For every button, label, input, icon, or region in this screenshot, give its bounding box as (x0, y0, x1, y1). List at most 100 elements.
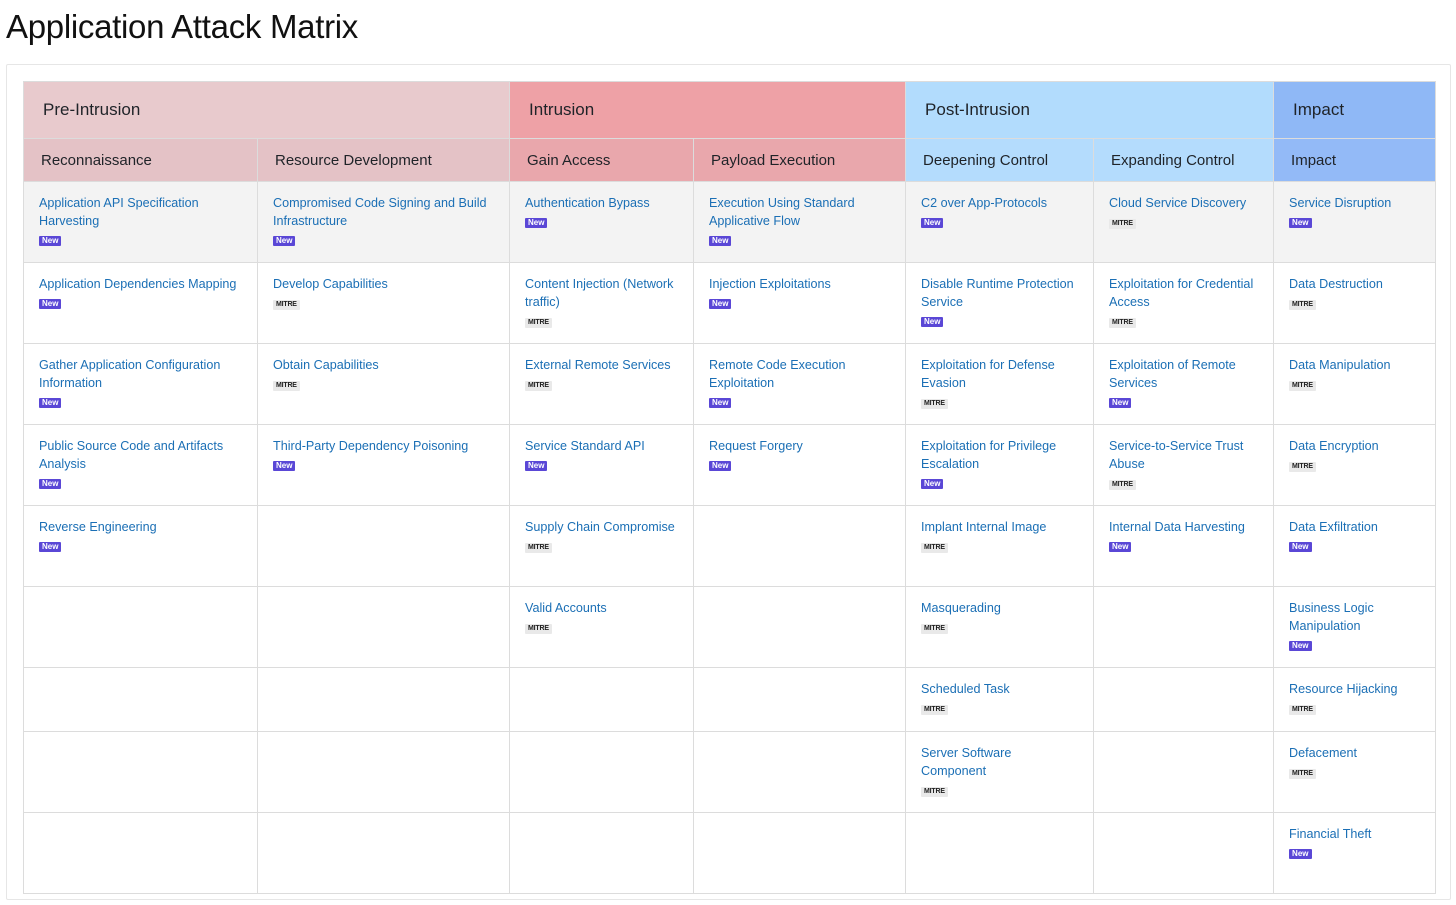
new-badge: New (1289, 849, 1312, 859)
phase-header-row: Pre-Intrusion Intrusion Post-Intrusion I… (22, 81, 1437, 139)
technique-cell (256, 505, 511, 587)
technique-cell (23, 812, 258, 894)
technique-link[interactable]: Gather Application Configuration Informa… (39, 358, 221, 390)
technique-link[interactable]: Data Manipulation (1289, 358, 1391, 372)
technique-link[interactable]: Exploitation for Privilege Escalation (921, 439, 1057, 471)
technique-cell: Compromised Code Signing and Build Infra… (256, 181, 511, 263)
technique-link[interactable]: Injection Exploitations (709, 277, 831, 291)
technique-link[interactable]: Remote Code Execution Exploitation (709, 358, 846, 390)
technique-cell: Data Destruction MITRE (1273, 262, 1437, 344)
technique-link[interactable]: Business Logic Manipulation (1289, 601, 1374, 633)
new-badge: New (273, 236, 296, 246)
mitre-badge: MITRE (921, 624, 948, 634)
technique-link[interactable]: Compromised Code Signing and Build Infra… (273, 196, 487, 228)
technique-cell: Masquerading MITRE (905, 586, 1095, 668)
new-badge: New (709, 236, 732, 246)
technique-link[interactable]: Exploitation for Credential Access (1109, 277, 1254, 309)
technique-cell: Request Forgery New (693, 424, 907, 506)
technique-link[interactable]: Data Destruction (1289, 277, 1383, 291)
new-badge: New (709, 299, 732, 309)
technique-cell (1093, 586, 1275, 668)
new-badge: New (921, 479, 944, 489)
technique-cell: Reverse Engineering New (23, 505, 258, 587)
technique-link[interactable]: Cloud Service Discovery (1109, 196, 1247, 210)
technique-link[interactable]: Data Encryption (1289, 439, 1379, 453)
technique-link[interactable]: Third-Party Dependency Poisoning (273, 439, 469, 453)
technique-cell (693, 731, 907, 813)
new-badge: New (39, 299, 62, 309)
technique-link[interactable]: Resource Hijacking (1289, 682, 1398, 696)
tactic-payload-execution: Payload Execution (693, 138, 907, 182)
technique-link[interactable]: Masquerading (921, 601, 1001, 615)
technique-link[interactable]: Obtain Capabilities (273, 358, 379, 372)
technique-cell: Develop Capabilities MITRE (256, 262, 511, 344)
technique-cell: Injection Exploitations New (693, 262, 907, 344)
technique-link[interactable]: Service Disruption (1289, 196, 1392, 210)
table-row: Public Source Code and Artifacts Analysi… (23, 424, 1437, 506)
tactic-deepening-control: Deepening Control (905, 138, 1095, 182)
technique-cell: Business Logic Manipulation New (1273, 586, 1437, 668)
mitre-badge: MITRE (1289, 300, 1316, 310)
technique-link[interactable]: External Remote Services (525, 358, 671, 372)
technique-cell: Content Injection (Network traffic) MITRE (509, 262, 695, 344)
mitre-badge: MITRE (1109, 480, 1136, 490)
technique-link[interactable]: Server Software Component (921, 746, 1012, 778)
technique-link[interactable]: Implant Internal Image (921, 520, 1047, 534)
tactic-expanding-control: Expanding Control (1093, 138, 1275, 182)
technique-link[interactable]: Exploitation of Remote Services (1109, 358, 1236, 390)
technique-cell (23, 667, 258, 732)
technique-cell: Data Manipulation MITRE (1273, 343, 1437, 425)
mitre-badge: MITRE (525, 624, 552, 634)
mitre-badge: MITRE (273, 300, 300, 310)
new-badge: New (1289, 542, 1312, 552)
phase-impact: Impact (1273, 81, 1437, 139)
technique-link[interactable]: Content Injection (Network traffic) (525, 277, 674, 309)
mitre-badge: MITRE (921, 705, 948, 715)
technique-link[interactable]: Execution Using Standard Applicative Flo… (709, 196, 855, 228)
technique-link[interactable]: Public Source Code and Artifacts Analysi… (39, 439, 224, 471)
new-badge: New (921, 218, 944, 228)
technique-link[interactable]: Internal Data Harvesting (1109, 520, 1245, 534)
mitre-badge: MITRE (921, 399, 948, 409)
technique-link[interactable]: Reverse Engineering (39, 520, 157, 534)
technique-link[interactable]: Disable Runtime Protection Service (921, 277, 1074, 309)
table-row: Server Software Component MITRE Defacement… (23, 731, 1437, 813)
technique-cell: Exploitation for Defense Evasion MITRE (905, 343, 1095, 425)
new-badge: New (525, 461, 548, 471)
new-badge: New (709, 398, 732, 408)
table-row: Application API Specification Harvesting… (23, 181, 1437, 263)
technique-link[interactable]: Valid Accounts (525, 601, 607, 615)
technique-link[interactable]: Service-to-Service Trust Abuse (1109, 439, 1244, 471)
technique-link[interactable]: Application API Specification Harvesting (39, 196, 199, 228)
technique-link[interactable]: Supply Chain Compromise (525, 520, 675, 534)
technique-link[interactable]: Request Forgery (709, 439, 803, 453)
technique-link[interactable]: Application Dependencies Mapping (39, 277, 237, 291)
technique-cell: Data Exfiltration New (1273, 505, 1437, 587)
technique-link[interactable]: Develop Capabilities (273, 277, 388, 291)
technique-link[interactable]: Exploitation for Defense Evasion (921, 358, 1055, 390)
technique-cell: Defacement MITRE (1273, 731, 1437, 813)
technique-link[interactable]: Service Standard API (525, 439, 645, 453)
table-row: Valid Accounts MITRE Masquerading MITRE Busi… (23, 586, 1437, 668)
tactic-reconnaissance: Reconnaissance (23, 138, 258, 182)
technique-cell (256, 731, 511, 813)
new-badge: New (1109, 542, 1132, 552)
mitre-badge: MITRE (1289, 381, 1316, 391)
technique-link[interactable]: Data Exfiltration (1289, 520, 1378, 534)
technique-cell (1093, 667, 1275, 732)
technique-cell (509, 731, 695, 813)
tactic-resource-development: Resource Development (256, 138, 511, 182)
technique-link[interactable]: Defacement (1289, 746, 1357, 760)
technique-cell: Server Software Component MITRE (905, 731, 1095, 813)
technique-cell: Application API Specification Harvesting… (23, 181, 258, 263)
technique-cell (905, 812, 1095, 894)
page-title: Application Attack Matrix (6, 8, 358, 45)
technique-link[interactable]: Scheduled Task (921, 682, 1010, 696)
technique-cell: External Remote Services MITRE (509, 343, 695, 425)
technique-link[interactable]: Authentication Bypass (525, 196, 650, 210)
technique-cell: Exploitation of Remote Services New (1093, 343, 1275, 425)
technique-cell (23, 731, 258, 813)
technique-link[interactable]: C2 over App-Protocols (921, 196, 1048, 210)
table-row: Application Dependencies Mapping New Devel… (23, 262, 1437, 344)
technique-link[interactable]: Financial Theft (1289, 827, 1372, 841)
